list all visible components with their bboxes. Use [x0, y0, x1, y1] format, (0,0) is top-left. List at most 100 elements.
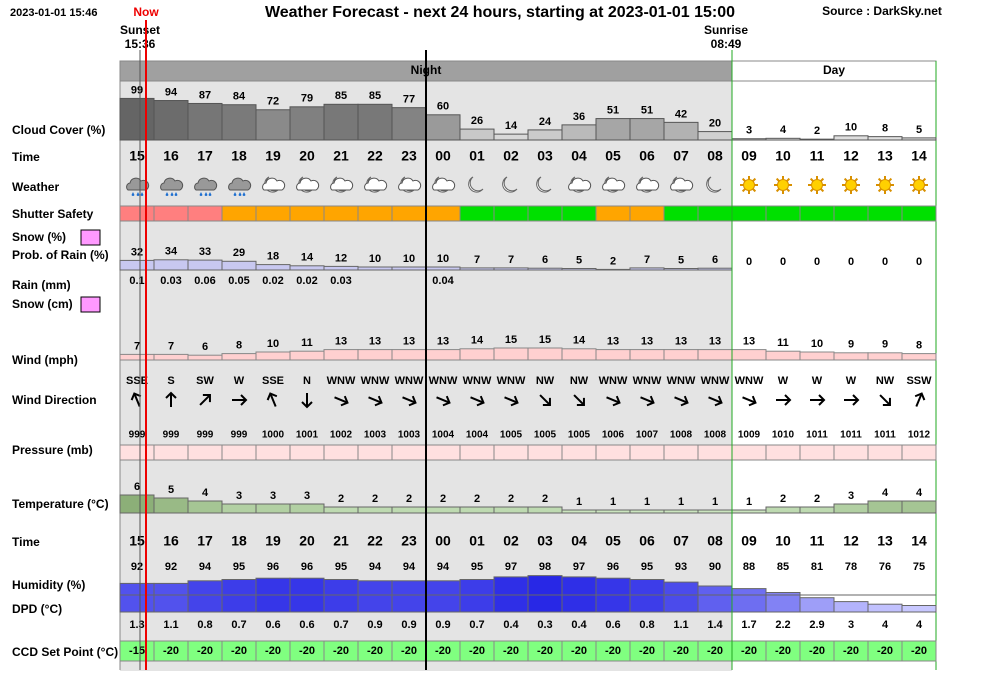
hour: 03 [537, 533, 553, 549]
humidity-value: 95 [233, 561, 245, 573]
sun [777, 179, 789, 191]
humidity-bar [629, 579, 665, 613]
wind-value: 7 [134, 340, 140, 352]
shutter-cell [697, 205, 733, 222]
cloud-bar [901, 137, 937, 141]
arrow-head [714, 395, 723, 407]
wind-direction: SSE [126, 375, 148, 387]
humidity-bar [527, 575, 563, 613]
temp-value: 2 [474, 493, 480, 505]
hour: 12 [843, 533, 859, 549]
pressure-value: 999 [129, 430, 146, 441]
humidity-value: 93 [675, 561, 687, 573]
arrow-shaft [879, 394, 891, 406]
hour: 02 [503, 533, 519, 549]
temp-value: 3 [304, 490, 310, 502]
arrow-head [748, 395, 757, 407]
arrow-head [476, 395, 485, 407]
dpd-value: 1.4 [707, 619, 723, 631]
sun [845, 179, 857, 191]
sun [879, 179, 891, 191]
cloud-bar [833, 135, 869, 141]
humidity-value: 94 [403, 561, 416, 573]
dpd-value: 0.4 [571, 619, 587, 631]
wind-value: 15 [505, 334, 517, 346]
wind-direction: SSE [262, 375, 284, 387]
hour: 01 [469, 148, 485, 164]
cloud-bar [425, 114, 461, 141]
humidity-value: 97 [573, 561, 585, 573]
dpd-value: 0.7 [231, 619, 246, 631]
cloud-bar [221, 104, 257, 141]
cloud-bar [561, 124, 597, 141]
cloud [262, 177, 286, 191]
wind-direction: WNW [667, 375, 696, 387]
wind-direction: WNW [701, 375, 730, 387]
dpd-value: 1.7 [741, 619, 756, 631]
rain-value: 0.05 [228, 275, 249, 287]
rain-value: 0.06 [194, 275, 215, 287]
wind-value: 11 [301, 337, 313, 349]
row-label: Humidity (%) [12, 578, 85, 592]
wind-bar [187, 354, 223, 361]
rain-prob-bar [629, 267, 665, 271]
pressure-cell [629, 444, 665, 461]
temp-value: 1 [678, 496, 684, 508]
row-label: Prob. of Rain (%) [12, 248, 109, 262]
wind-bar [663, 349, 699, 361]
wind-value: 13 [335, 336, 347, 348]
wind-direction: SSW [906, 375, 932, 387]
wind-arrow [640, 395, 655, 407]
shutter-cell [527, 205, 563, 222]
temp-value: 2 [542, 493, 548, 505]
pressure-cell [901, 444, 937, 461]
temp-value: 2 [440, 493, 446, 505]
dpd-value: 4 [916, 619, 923, 631]
temp-bar [629, 509, 665, 514]
wind-bar [323, 349, 359, 361]
humidity-value: 94 [437, 561, 450, 573]
weather-icon [568, 176, 592, 193]
shutter-cell [765, 205, 801, 222]
dpd-value: 0.8 [639, 619, 654, 631]
cloud-value: 72 [267, 96, 279, 108]
hour: 23 [401, 533, 417, 549]
humidity-bar [901, 605, 937, 613]
cloud-value: 51 [607, 104, 619, 116]
ccd-value: -20 [639, 645, 655, 657]
rain-prob-bar [459, 267, 495, 271]
hour: 19 [265, 148, 281, 164]
temp-bar [357, 506, 393, 514]
temp-bar [323, 506, 359, 514]
moon [536, 176, 552, 193]
wind-bar [867, 352, 903, 361]
weather-icon [670, 176, 694, 193]
shutter-cell [595, 205, 631, 222]
hour: 06 [639, 148, 655, 164]
sunrise-time: 08:49 [711, 37, 742, 51]
wind-value: 11 [777, 337, 789, 349]
drop [208, 192, 212, 197]
shutter-cell [901, 205, 937, 222]
temp-bar [255, 503, 291, 514]
arrow-shaft [674, 396, 688, 404]
rain-prob-value: 10 [437, 253, 449, 265]
cloud-value: 85 [369, 90, 381, 102]
arrow-shaft [269, 393, 277, 407]
hour: 10 [775, 533, 791, 549]
wind-direction: WNW [633, 375, 662, 387]
hour: 17 [197, 533, 213, 549]
ccd-value: -20 [775, 645, 791, 657]
hour: 06 [639, 533, 655, 549]
shutter-cell [799, 205, 835, 222]
wind-bar [255, 351, 291, 361]
wind-bar [391, 349, 427, 361]
pressure-cell [221, 444, 257, 461]
temp-bar [765, 506, 801, 514]
hour: 11 [810, 148, 825, 164]
cloud-value: 2 [814, 125, 820, 137]
humidity-bar [323, 579, 359, 613]
arrow-shaft [742, 396, 756, 404]
pressure-value: 1011 [874, 430, 896, 441]
wind-arrow [301, 393, 313, 409]
